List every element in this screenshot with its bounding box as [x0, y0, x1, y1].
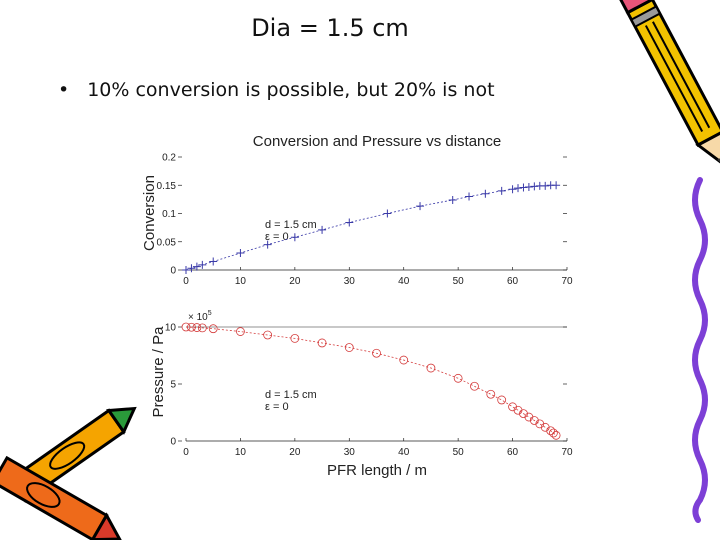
data-point — [345, 218, 354, 227]
x-tick-label: 20 — [289, 447, 301, 458]
data-point — [524, 182, 533, 191]
data-point — [263, 330, 273, 340]
data-point — [208, 324, 218, 334]
data-point — [541, 181, 550, 190]
data-point — [497, 186, 506, 195]
data-point — [290, 333, 300, 343]
decorative-border — [692, 177, 708, 523]
x-tick-label: 60 — [507, 276, 519, 287]
x-tick-label: 0 — [183, 447, 189, 458]
x-tick-label: 30 — [344, 276, 356, 287]
pencil-icon — [615, 0, 720, 169]
y-tick-label: 0.05 — [157, 237, 177, 248]
x-tick-label: 60 — [507, 447, 519, 458]
data-point — [181, 322, 191, 332]
bullet-point: • 10% conversion is possible, but 20% is … — [58, 79, 495, 101]
data-point — [546, 426, 556, 436]
data-point — [497, 395, 507, 405]
data-point — [317, 338, 327, 348]
series-line — [185, 326, 557, 436]
x-tick-label: 20 — [289, 276, 301, 287]
x-tick-label: 10 — [235, 276, 247, 287]
data-point — [519, 183, 528, 192]
x-tick-label: 50 — [453, 276, 465, 287]
slide-title: Dia = 1.5 cm — [251, 14, 409, 42]
data-point — [318, 225, 327, 234]
data-point — [236, 327, 245, 336]
data-point — [453, 373, 463, 383]
data-point — [508, 185, 517, 194]
data-point — [198, 260, 207, 269]
data-point — [209, 257, 218, 266]
y-tick-label: 0.2 — [162, 153, 176, 164]
data-point — [192, 262, 201, 271]
y-tick-label: 0.15 — [157, 181, 177, 192]
data-point — [372, 348, 381, 358]
data-point — [548, 428, 558, 438]
annotation-epsilon-bottom: ε = 0 — [265, 401, 289, 413]
data-point — [530, 182, 539, 191]
annotation-diameter-top: d = 1.5 cm — [265, 219, 317, 231]
x-tick-label: 40 — [398, 276, 410, 287]
data-point — [399, 355, 409, 365]
data-point — [486, 389, 496, 399]
data-point — [263, 240, 272, 249]
data-point — [192, 323, 202, 332]
data-point — [344, 343, 354, 352]
y-tick-label: 5 — [170, 380, 176, 391]
bullet-text: 10% conversion is possible, but 20% is n… — [87, 79, 495, 101]
data-point — [187, 322, 196, 332]
data-point — [416, 202, 425, 211]
crayons-icon — [0, 406, 137, 540]
x-axis-label: PFR length / m — [327, 462, 427, 479]
data-point — [197, 323, 207, 333]
x-tick-label: 50 — [453, 447, 465, 458]
y-tick-label: 0 — [170, 266, 176, 277]
x-tick-label: 40 — [398, 447, 410, 458]
y-tick-label: 0.1 — [162, 209, 176, 220]
x-tick-label: 70 — [561, 276, 573, 287]
y-tick-label: 0 — [170, 437, 176, 448]
x-tick-label: 30 — [344, 447, 356, 458]
y-axis-label-conversion: Conversion — [141, 175, 158, 251]
data-point — [187, 264, 196, 273]
chart-title: Conversion and Pressure vs distance — [253, 133, 501, 150]
data-point — [514, 184, 523, 193]
bullet-dot: • — [58, 79, 70, 101]
data-point — [383, 209, 392, 218]
y-tick-label: 10 — [165, 323, 177, 334]
data-point — [470, 381, 479, 391]
data-point — [236, 249, 245, 258]
y-multiplier: × 105 — [188, 310, 212, 323]
annotation-epsilon-top: ε = 0 — [265, 231, 289, 243]
data-point — [552, 181, 561, 190]
data-point — [448, 195, 457, 204]
data-point — [182, 266, 190, 274]
series-line — [185, 184, 557, 271]
x-tick-label: 10 — [235, 447, 247, 458]
data-point — [551, 430, 561, 440]
annotation-diameter-bottom: d = 1.5 cm — [265, 389, 317, 401]
x-tick-label: 0 — [183, 276, 189, 287]
y-axis-label-pressure: Pressure / Pa — [150, 326, 167, 418]
data-point — [465, 192, 474, 201]
x-tick-label: 70 — [561, 447, 573, 458]
data-point — [426, 363, 436, 373]
data-point — [290, 233, 299, 242]
data-point — [481, 189, 490, 198]
